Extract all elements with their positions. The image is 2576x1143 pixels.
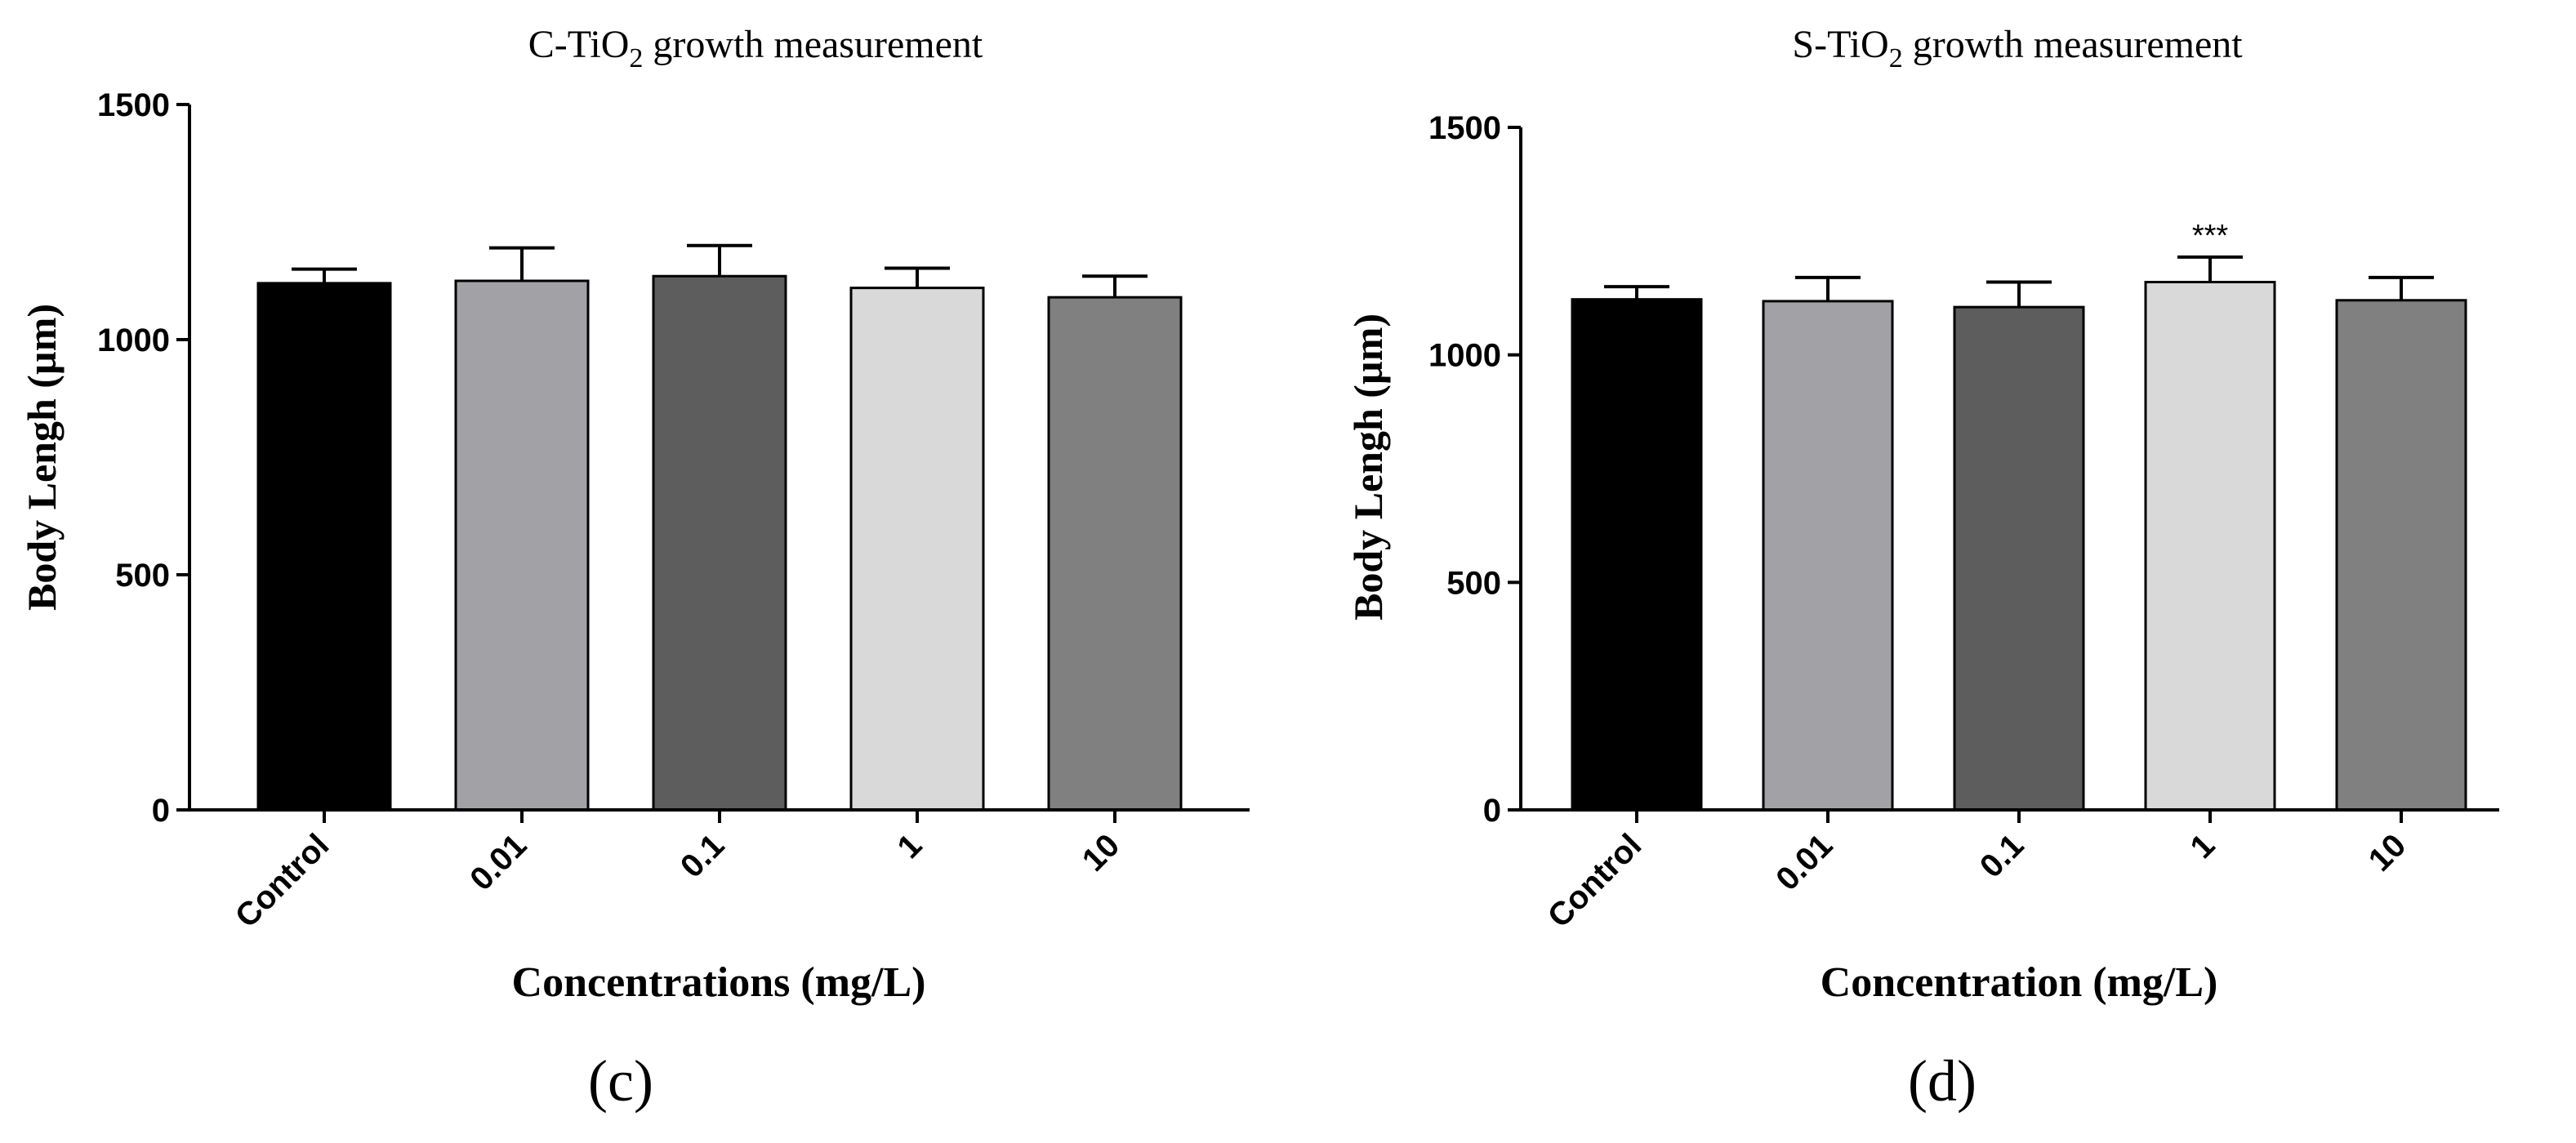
- y-tick-label: 1500: [97, 87, 170, 123]
- x-axis-label: Concentration (mg/L): [1821, 959, 2218, 1006]
- y-tick-label: 0: [152, 793, 170, 829]
- significance-annotation: ***: [2192, 219, 2229, 253]
- bar-0-01: [454, 279, 590, 812]
- bar-0-1: [1953, 305, 2085, 812]
- chart-panel-c: C-TiO2 growth measurement 0 500 1000 1500 Co…: [19, 23, 1250, 1114]
- bar-1: [849, 287, 985, 812]
- x-axis-label: Concentrations (mg/L): [512, 959, 926, 1006]
- chart-title: S-TiO2 growth measurement: [1792, 23, 2243, 73]
- y-tick-label: 500: [1446, 565, 1501, 601]
- y-tick-label: 1000: [97, 322, 170, 358]
- bar-control: [256, 282, 392, 812]
- bar-1: [2144, 280, 2276, 812]
- y-tick-label: 0: [1483, 793, 1501, 829]
- chart-title: C-TiO2 growth measurement: [528, 23, 983, 73]
- panel-label: (d): [1908, 1048, 1977, 1114]
- bar-0-01: [1762, 300, 1894, 812]
- bar-10: [1047, 296, 1183, 812]
- y-tick-label: 500: [115, 558, 170, 594]
- y-tick-label: 1000: [1428, 338, 1501, 374]
- y-tick-label: 1500: [1428, 110, 1501, 146]
- y-axis-label: Body Lengh (µm): [19, 304, 65, 611]
- panel-label: (c): [588, 1048, 653, 1114]
- y-axis-label: Body Lengh (µm): [1345, 314, 1391, 620]
- bar-0-1: [652, 274, 787, 812]
- bar-control: [1571, 298, 1703, 812]
- bar-10: [2335, 299, 2467, 812]
